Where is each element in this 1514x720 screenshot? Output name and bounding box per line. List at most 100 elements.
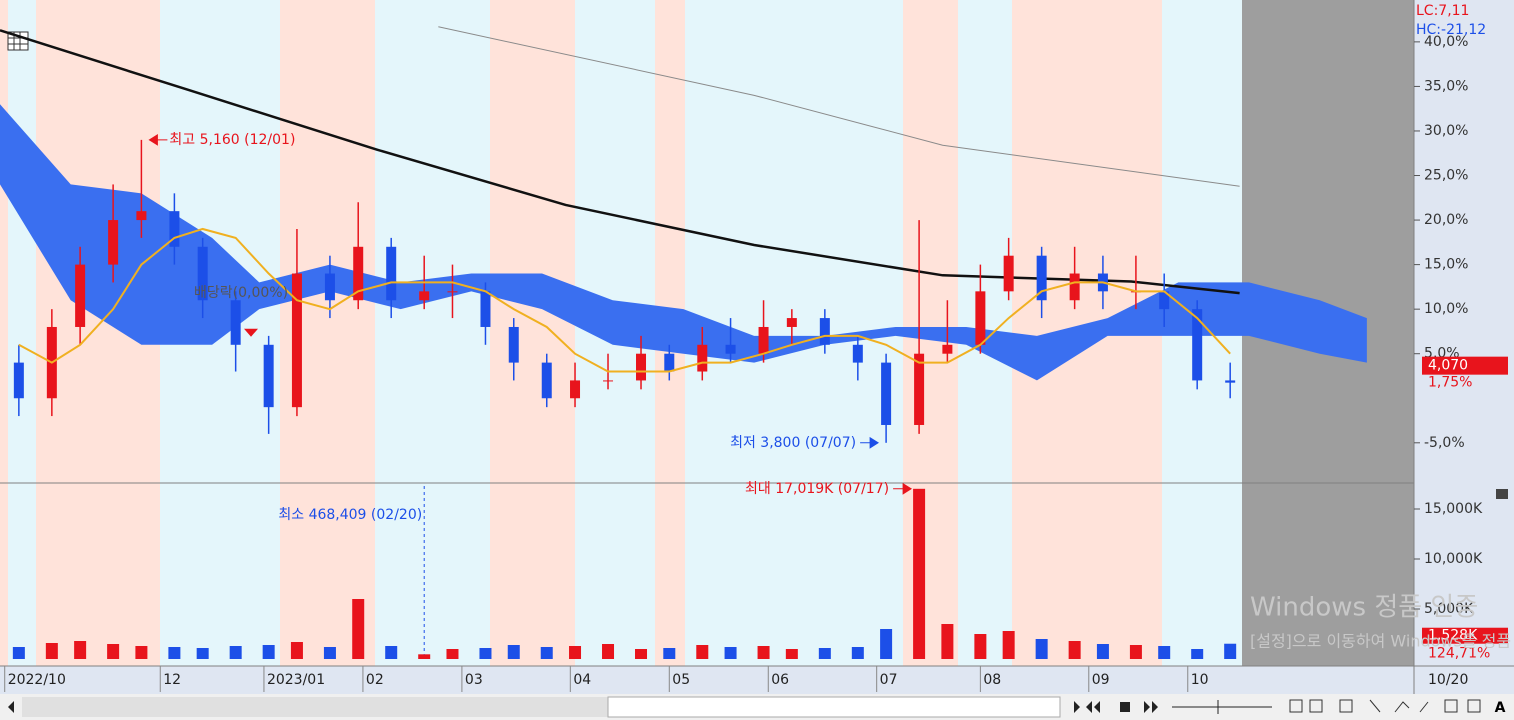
candle-body (230, 300, 241, 345)
candle-body (1225, 380, 1236, 383)
candle-body (1036, 255, 1047, 301)
y-tick-label: 25,0% (1424, 168, 1468, 184)
candle-body (725, 344, 736, 354)
candle-body (570, 380, 581, 399)
watermark-title: Windows 정품 인증 (1250, 593, 1478, 623)
candle-body (664, 353, 675, 372)
volume-bar (1191, 649, 1204, 659)
candle-body (169, 211, 180, 247)
x-tick-label: 05 (672, 672, 690, 688)
x-tick-label: 08 (983, 672, 1001, 688)
volume-bar (229, 646, 242, 659)
volume-bar (913, 488, 926, 659)
x-tick-label: 12 (163, 672, 181, 688)
volume-bar (663, 648, 676, 659)
volume-bar (507, 645, 520, 659)
y-tick-label: 10,0% (1424, 301, 1468, 317)
volume-bar (385, 646, 398, 659)
volume-bar (941, 624, 954, 659)
candle-body (852, 344, 863, 363)
x-tick-label: 07 (880, 672, 898, 688)
candle-body (136, 211, 147, 221)
current-change: 1,75% (1428, 375, 1472, 391)
y-tick-label: 35,0% (1424, 78, 1468, 94)
volume-bar (602, 644, 615, 659)
candle-body (508, 326, 519, 363)
volume-bar (974, 634, 987, 659)
volume-bar (74, 641, 87, 659)
volume-bar (1096, 644, 1109, 659)
signal-band (22, 0, 36, 666)
signal-band (8, 0, 22, 666)
volume-bar (479, 648, 492, 659)
x-tick-label: 2023/01 (267, 672, 325, 688)
annotation-arrow (893, 482, 913, 495)
candle-body (914, 353, 925, 425)
long-moving-average (438, 26, 1240, 187)
dividend-marker (244, 328, 258, 337)
volume-bar (696, 645, 709, 659)
candle-body (447, 291, 458, 293)
font-button[interactable]: A (1495, 700, 1506, 716)
volume-bar (569, 646, 582, 659)
volume-bar (785, 649, 798, 659)
volume-bar (851, 647, 864, 659)
volume-bar (1158, 646, 1171, 659)
x-tick-label: 03 (465, 672, 483, 688)
candle-body (697, 344, 708, 372)
y-tick-label: 40,0% (1424, 34, 1468, 50)
current-price: 4,070 (1428, 358, 1468, 374)
candle-body (324, 273, 335, 301)
candle-body (975, 291, 986, 345)
volume-bar (323, 647, 336, 659)
y-tick-label: 15,0% (1424, 257, 1468, 273)
candle-body (603, 380, 614, 382)
candle-body (1192, 309, 1203, 381)
x-tick-label: 06 (771, 672, 789, 688)
volume-tag (1422, 627, 1508, 644)
dividend-annotation: 배당락(0,00%) (194, 285, 288, 301)
volume-bar (12, 647, 25, 659)
y-tick-label: 15,000K (1424, 501, 1483, 517)
watermark-subtitle: [설정]으로 이동하여 Windows를 정품 인증합니다. (1250, 632, 1514, 651)
candle-body (75, 264, 86, 327)
x-tick-label: 02 (366, 672, 384, 688)
candle-body (1159, 291, 1170, 310)
volume-bar (635, 649, 648, 659)
candle-body (108, 220, 119, 265)
low-annotation: 최저 3,800 (07/07) (730, 435, 856, 451)
hc-label: HC:-21,12 (1416, 22, 1486, 38)
candle-body (291, 273, 302, 408)
volume-bar (290, 642, 303, 659)
volume-ratio: 124,71% (1428, 646, 1490, 662)
candle-body (419, 291, 430, 301)
volume-bar (418, 654, 431, 659)
volume-bar (107, 644, 120, 659)
candle-body (541, 362, 552, 399)
volume-bar (196, 648, 209, 659)
scrollbar[interactable]: A (0, 694, 1514, 720)
signal-band (0, 0, 8, 666)
y-tick-label: 30,0% (1424, 123, 1468, 139)
close-button[interactable] (1496, 489, 1508, 499)
y-tick-label: 20,0% (1424, 212, 1468, 228)
high-annotation: 최고 5,160 (12/01) (169, 132, 295, 148)
candle-body (386, 246, 397, 301)
candle-body (758, 326, 769, 354)
price-tag (1422, 356, 1508, 375)
ichimoku-cloud (0, 104, 1367, 381)
volume-bar (1129, 645, 1142, 659)
lc-label: LC:7,11 (1416, 3, 1469, 19)
min-volume-annotation: 최소 468,409 (02/20) (278, 507, 422, 523)
candle-body (263, 344, 274, 408)
candle-body (942, 344, 953, 354)
volume-bar (818, 648, 831, 659)
candle-body (1069, 273, 1080, 301)
candle-body (353, 246, 364, 301)
volume-bar (1035, 639, 1048, 659)
x-tick-label: 09 (1092, 672, 1110, 688)
current-volume: 1,528K (1428, 628, 1478, 644)
y-tick-label: 10,000K (1424, 551, 1483, 567)
max-volume-annotation: 최대 17,019K (07/17) (745, 481, 889, 497)
